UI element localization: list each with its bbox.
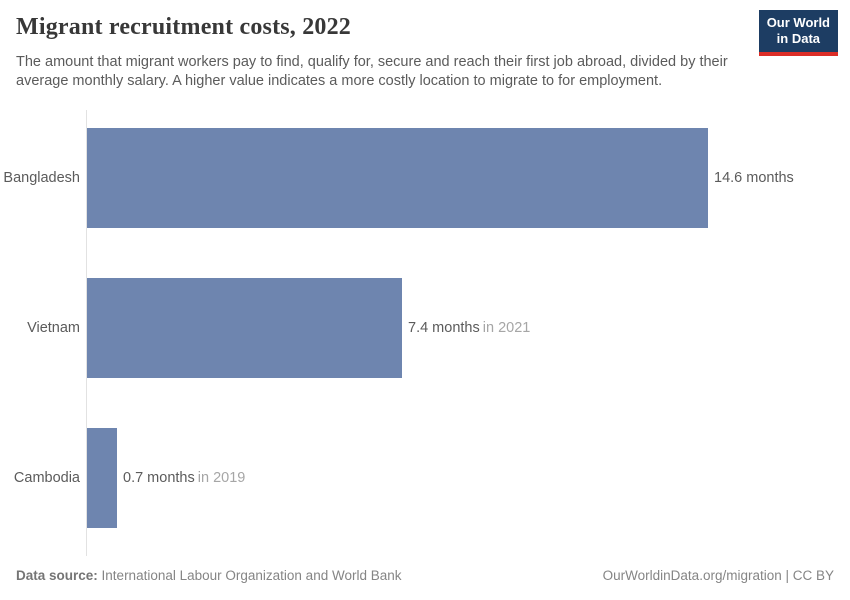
entity-label-bangladesh: Bangladesh bbox=[3, 170, 80, 186]
owid-logo-line2: in Data bbox=[776, 31, 821, 47]
chart-subtitle: The amount that migrant workers pay to f… bbox=[16, 54, 728, 89]
data-source: Data source: International Labour Organi… bbox=[16, 568, 402, 583]
bar-bangladesh[interactable] bbox=[87, 128, 708, 228]
data-source-label: Data source: bbox=[16, 568, 98, 583]
value-label-cambodia: 0.7 months in 2019 bbox=[123, 470, 245, 486]
bar-track: 7.4 months in 2021 bbox=[87, 278, 530, 378]
bar-row-cambodia: Cambodia 0.7 months in 2019 bbox=[0, 428, 850, 528]
owid-credit-link[interactable]: OurWorldinData.org/migration | CC BY bbox=[602, 568, 834, 583]
entity-label-vietnam: Vietnam bbox=[27, 320, 80, 336]
entity-label-cambodia: Cambodia bbox=[13, 470, 80, 486]
value-text: 0.7 months bbox=[123, 470, 195, 486]
value-label-vietnam: 7.4 months in 2021 bbox=[408, 320, 530, 336]
page-title: Migrant recruitment costs, 2022 bbox=[16, 14, 352, 40]
bar-track: 14.6 months bbox=[87, 128, 797, 228]
value-text: 14.6 months bbox=[714, 170, 794, 186]
chart-footer: Data source: International Labour Organi… bbox=[16, 568, 834, 583]
bar-row-vietnam: Vietnam 7.4 months in 2021 bbox=[0, 278, 850, 378]
bar-row-bangladesh: Bangladesh 14.6 months bbox=[0, 128, 850, 228]
data-source-text: International Labour Organization and Wo… bbox=[101, 568, 402, 583]
bar-track: 0.7 months in 2019 bbox=[87, 428, 245, 528]
owid-logo[interactable]: Our World in Data bbox=[758, 10, 838, 56]
bar-cambodia[interactable] bbox=[87, 428, 117, 528]
value-text: 7.4 months bbox=[408, 320, 480, 336]
bar-chart: Bangladesh 14.6 months Vietnam 7.4 month… bbox=[0, 110, 850, 556]
owid-logo-line1: Our World bbox=[766, 15, 830, 30]
value-label-bangladesh: 14.6 months bbox=[714, 170, 797, 186]
bar-vietnam[interactable] bbox=[87, 278, 402, 378]
year-note: in 2019 bbox=[197, 470, 246, 486]
year-note: in 2021 bbox=[482, 320, 531, 336]
y-axis-line bbox=[86, 110, 87, 556]
